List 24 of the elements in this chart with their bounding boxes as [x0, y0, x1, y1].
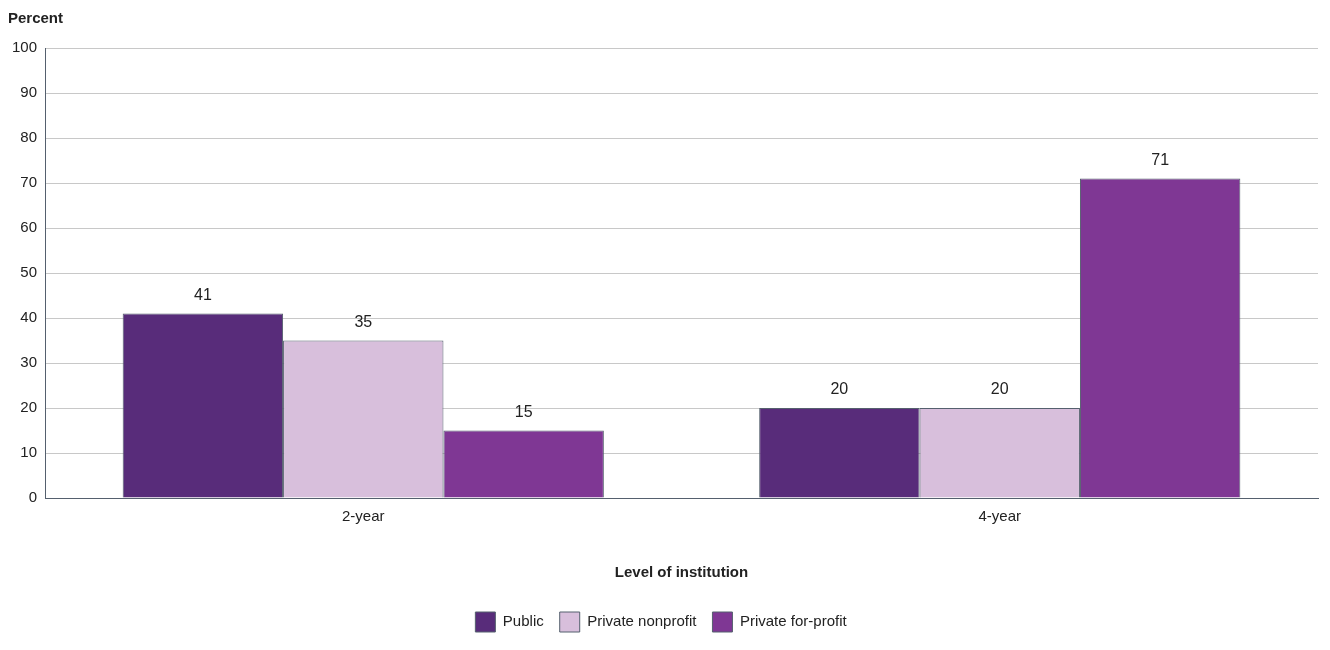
- data-label: 20: [990, 380, 1009, 398]
- y-tick-label: 40: [20, 308, 38, 326]
- data-label: 35: [354, 312, 373, 330]
- y-tick-label: 20: [20, 398, 38, 416]
- data-label: 20: [830, 380, 849, 398]
- y-tick-label: 90: [20, 83, 38, 101]
- x-tick-label: 2-year: [342, 507, 385, 525]
- x-tick-label: 4-year: [978, 507, 1022, 525]
- y-tick-label: 10: [20, 443, 38, 461]
- y-axis-title: Percent: [8, 9, 64, 27]
- y-tick-label: 50: [20, 263, 38, 281]
- legend-label: Private for-profit: [739, 612, 848, 630]
- y-tick-label: 80: [20, 128, 38, 146]
- data-label: 41: [193, 285, 212, 303]
- y-tick-label: 70: [20, 173, 38, 191]
- legend-label: Public: [502, 612, 545, 630]
- y-tick-label: 30: [20, 353, 38, 371]
- x-axis-title: Level of institution: [614, 563, 749, 581]
- y-tick-label: 100: [12, 38, 38, 56]
- data-label: 71: [1151, 150, 1170, 168]
- data-label: 15: [514, 402, 533, 420]
- y-tick-label: 0: [28, 488, 38, 506]
- legend-label: Private nonprofit: [587, 612, 698, 630]
- y-tick-label: 60: [20, 218, 38, 236]
